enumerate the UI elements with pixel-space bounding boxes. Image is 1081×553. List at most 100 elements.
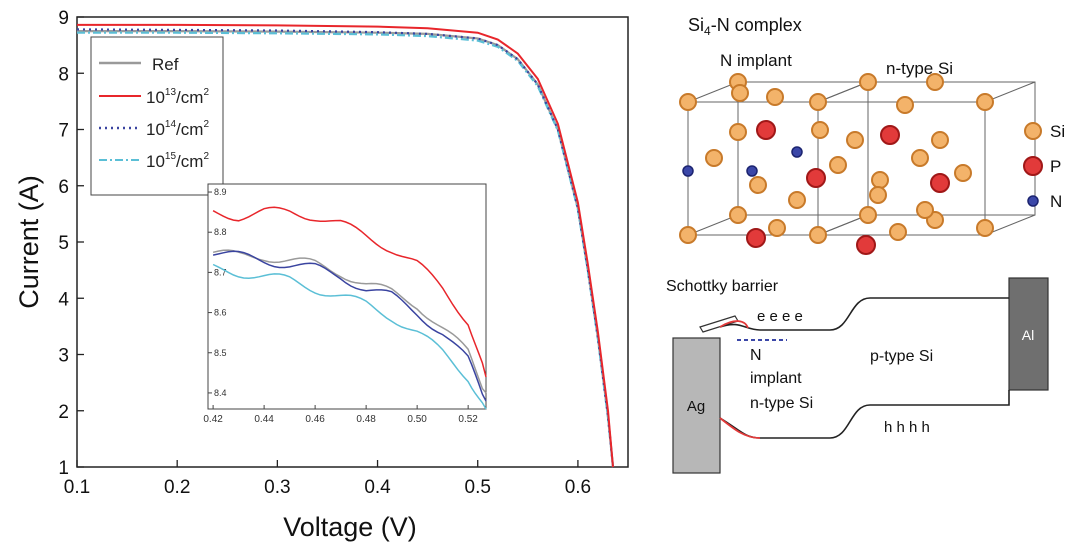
si-atom bbox=[811, 121, 829, 139]
si-atom bbox=[871, 171, 889, 189]
si-atom bbox=[768, 219, 786, 237]
x-tick-label: 0.3 bbox=[264, 477, 290, 498]
legend-item-ref: Ref bbox=[99, 55, 179, 74]
si-atom bbox=[954, 164, 972, 182]
si-atom bbox=[869, 186, 887, 204]
inset-x-tick-label: 0.46 bbox=[305, 414, 325, 425]
legend: Ref 1013/cm2 1014/cm2 1015/cm2 bbox=[90, 36, 224, 196]
y-tick-label: 2 bbox=[58, 402, 69, 423]
inset-x-tick-label: 0.48 bbox=[356, 414, 376, 425]
lattice-left-label: N implant bbox=[720, 51, 792, 70]
conduction-band-edge bbox=[719, 297, 1009, 331]
holes-label: h h h h bbox=[884, 419, 930, 436]
inset-y-tick-label: 8.8 bbox=[214, 227, 227, 237]
si-atom bbox=[809, 93, 827, 111]
band-diagram: Schottky barrier Ag Al e e e e N implant… bbox=[666, 277, 1049, 474]
inset-series-line-1 bbox=[212, 206, 487, 378]
x-tick-label: 0.5 bbox=[465, 477, 491, 498]
legend-label-ref: Ref bbox=[152, 55, 179, 74]
inset-series-line-2 bbox=[212, 250, 487, 402]
inset-y-tick-label: 8.4 bbox=[214, 388, 227, 398]
atom-key: Si P N bbox=[1023, 122, 1065, 211]
si-atom bbox=[729, 123, 747, 141]
p-atom bbox=[756, 120, 776, 140]
lattice-diagram: Si4-N complex N implant n-type Si Si P N bbox=[679, 15, 1065, 255]
x-axis-label: Voltage (V) bbox=[283, 512, 417, 542]
si-atom bbox=[846, 131, 864, 149]
y-tick-label: 9 bbox=[58, 8, 69, 29]
schottky-label: Schottky barrier bbox=[666, 278, 779, 295]
y-tick-label: 8 bbox=[58, 64, 69, 85]
x-tick-label: 0.2 bbox=[164, 477, 190, 498]
si-atom bbox=[766, 88, 784, 106]
inset-series-line-3 bbox=[212, 263, 487, 410]
lattice-atoms bbox=[679, 73, 994, 255]
inset-y-tick-label: 8.6 bbox=[214, 308, 227, 318]
n-implant-label-1: N bbox=[750, 347, 762, 364]
inset-x-tick-label: 0.42 bbox=[203, 414, 223, 425]
key-item-p: P bbox=[1023, 156, 1061, 176]
p-atom bbox=[746, 228, 766, 248]
inset-frame bbox=[207, 183, 487, 410]
legend-item-1e14: 1014/cm2 bbox=[99, 119, 209, 139]
main-axis-ticks: 0.1 0.2 0.3 0.4 0.5 0.6 1 2 3 4 5 6 7 8 9 bbox=[58, 8, 591, 498]
inset-x-tick-label: 0.52 bbox=[458, 414, 478, 425]
lattice-title: Si4-N complex bbox=[688, 15, 802, 38]
si-atom bbox=[749, 176, 767, 194]
key-p-dot bbox=[1023, 156, 1043, 176]
y-tick-label: 3 bbox=[58, 346, 69, 367]
si-atom bbox=[679, 226, 697, 244]
p-atom bbox=[856, 235, 876, 255]
p-type-si-label: p-type Si bbox=[870, 348, 933, 365]
si-atom bbox=[896, 96, 914, 114]
p-atom bbox=[880, 125, 900, 145]
key-p-label: P bbox=[1050, 157, 1061, 176]
x-tick-label: 0.1 bbox=[64, 477, 90, 498]
n-atom bbox=[682, 165, 694, 177]
p-atom bbox=[806, 168, 826, 188]
si-atom bbox=[916, 201, 934, 219]
inset-x-tick-label: 0.50 bbox=[407, 414, 427, 425]
legend-label-1e15: 1015/cm2 bbox=[146, 151, 209, 171]
inset-series-group bbox=[212, 206, 487, 410]
y-tick-label: 1 bbox=[58, 458, 69, 479]
key-item-n: N bbox=[1027, 192, 1062, 211]
p-atom bbox=[930, 173, 950, 193]
valence-barrier-curve bbox=[719, 417, 761, 439]
si-atom bbox=[859, 206, 877, 224]
inset-y-tick-label: 8.7 bbox=[214, 267, 227, 277]
y-tick-label: 4 bbox=[58, 289, 69, 310]
inset-axis-ticks: 0.42 0.44 0.46 0.48 0.50 0.52 8.4 8.5 8.6 8.7 8.8 8… bbox=[203, 187, 478, 425]
cube-edge bbox=[984, 214, 1036, 236]
si-atom bbox=[705, 149, 723, 167]
si-atom bbox=[679, 93, 697, 111]
si-atom bbox=[829, 156, 847, 174]
valence-band-edge bbox=[719, 390, 1010, 439]
si-atom bbox=[729, 206, 747, 224]
y-tick-label: 7 bbox=[58, 121, 69, 142]
si-atom bbox=[976, 219, 994, 237]
legend-label-1e13: 1013/cm2 bbox=[146, 87, 209, 107]
legend-item-1e13: 1013/cm2 bbox=[99, 87, 209, 107]
conduction-barrier-curve bbox=[719, 320, 749, 329]
n-atom bbox=[791, 146, 803, 158]
key-si-dot bbox=[1024, 122, 1042, 140]
x-tick-label: 0.4 bbox=[364, 477, 391, 498]
n-atom bbox=[746, 165, 758, 177]
si-atom bbox=[931, 131, 949, 149]
key-si-label: Si bbox=[1050, 122, 1065, 141]
ag-label: Ag bbox=[687, 398, 705, 415]
legend-label-1e14: 1014/cm2 bbox=[146, 119, 209, 139]
inset-chart: 0.42 0.44 0.46 0.48 0.50 0.52 8.4 8.5 8.6 8.7 8.8 8… bbox=[203, 183, 487, 425]
y-axis-label: Current (A) bbox=[14, 175, 44, 309]
main-series-group bbox=[76, 23, 615, 468]
n-implant-label-2: implant bbox=[750, 370, 802, 387]
si-atom bbox=[731, 84, 749, 102]
electrons-label: e e e e bbox=[757, 308, 803, 325]
key-n-dot bbox=[1027, 195, 1039, 207]
si-atom bbox=[926, 73, 944, 91]
key-n-label: N bbox=[1050, 192, 1062, 211]
si-atom bbox=[976, 93, 994, 111]
